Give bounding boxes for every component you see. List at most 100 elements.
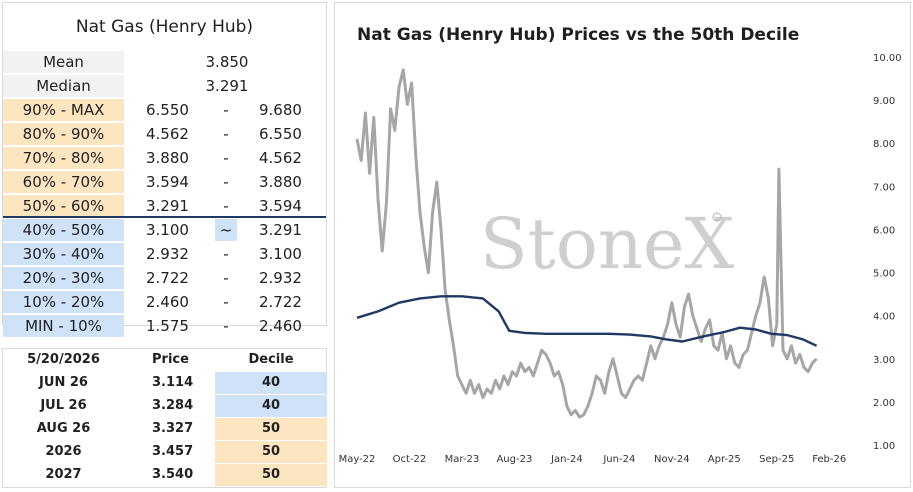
chart-title: Nat Gas (Henry Hub) Prices vs the 50th D… [357, 25, 800, 45]
contract-decile: 50 [215, 464, 327, 486]
x-tick-label: May-22 [339, 454, 376, 465]
decile-low-value: 3.880 [146, 149, 189, 167]
decile-row: 30% - 40% 2.932 - 3.100 [3, 243, 326, 265]
x-tick-label: Mar-23 [445, 454, 480, 465]
decile-high-value: 2.932 [259, 269, 302, 287]
decile-range-label: 20% - 30% [3, 267, 124, 289]
decile-low-value: 4.562 [146, 125, 189, 143]
y-tick-label: 7.00 [873, 182, 895, 193]
y-tick-label: 10.00 [873, 53, 902, 64]
contract-price: 3.114 [152, 375, 194, 390]
y-tick-label: 1.00 [873, 441, 895, 452]
median-value: 3.291 [205, 77, 249, 95]
mean-row: Mean 3.850 [3, 51, 326, 73]
x-tick-label: Feb-26 [812, 454, 846, 465]
decile-low-value: 3.291 [146, 197, 189, 215]
decile-range-label: 30% - 40% [3, 243, 124, 265]
y-tick-label: 2.00 [873, 398, 895, 409]
contract-row: JUL 26 3.284 40 [3, 395, 327, 417]
decile-low-value: 2.460 [146, 293, 189, 311]
contract-row: JUN 26 3.114 40 [3, 372, 327, 394]
decile-range-label: 40% - 50% [3, 219, 124, 241]
decile-range-label: 60% - 70% [3, 171, 124, 193]
decile-range-label: 70% - 80% [3, 147, 124, 169]
contract-name: 2027 [45, 467, 82, 482]
decile-separator: - [223, 173, 229, 191]
contract-name: 2026 [45, 444, 82, 459]
y-tick-label: 6.00 [873, 225, 895, 236]
decile-row: 70% - 80% 3.880 - 4.562 [3, 147, 326, 169]
x-tick-label: Jun-24 [602, 454, 635, 465]
contract-name: JUN 26 [39, 375, 88, 390]
price-series-line [355, 68, 818, 419]
x-tick-label: Apr-25 [708, 454, 741, 465]
decile-row: 10% - 20% 2.460 - 2.722 [3, 291, 326, 313]
median-divider [3, 216, 326, 218]
y-tick-label: 9.00 [873, 96, 895, 107]
contract-decile: 40 [215, 372, 327, 394]
decile-header: Decile [248, 352, 294, 367]
decile-range-label: 50% - 60% [3, 195, 124, 217]
price-chart: 1.00 2.00 3.00 4.00 5.00 6.00 7.00 8.00 9.00 10.0… [339, 53, 902, 465]
decile-row: 20% - 30% 2.722 - 2.932 [3, 267, 326, 289]
decile-low-value: 3.594 [146, 173, 189, 191]
contract-price: 3.284 [152, 398, 194, 413]
decile-separator: - [223, 197, 229, 215]
decile-row: 60% - 70% 3.594 - 3.880 [3, 171, 326, 193]
decile-low-value: 2.932 [146, 245, 189, 263]
decile-high-value: 2.722 [259, 293, 302, 311]
chart-panel: Nat Gas (Henry Hub) Prices vs the 50th D… [334, 2, 911, 488]
contract-price: 3.327 [152, 421, 194, 436]
decile-high-value: 4.562 [259, 149, 302, 167]
x-tick-label: Jan-24 [550, 454, 583, 465]
decile-low-value: 6.550 [146, 101, 189, 119]
decile-row: 90% - MAX 6.550 - 9.680 [3, 99, 326, 121]
decile-low-value: 1.575 [146, 317, 189, 335]
contract-decile: 40 [215, 395, 327, 417]
decile-row: 40% - 50% 3.100 ~3.291 [3, 219, 326, 241]
stonex-watermark: StoneX [480, 203, 735, 285]
decile-separator: - [223, 245, 229, 263]
decile-separator: - [223, 293, 229, 311]
decile-high-value: 3.880 [259, 173, 302, 191]
decile-separator: - [223, 125, 229, 143]
decile-separator: - [223, 317, 229, 335]
decile-range-label: 10% - 20% [3, 291, 124, 313]
contract-header-row: 5/20/2026 Price Decile [3, 349, 326, 371]
x-tick-label: Oct-22 [393, 454, 427, 465]
contract-table-panel: 5/20/2026 Price Decile JUN 26 3.114 40 JUL … [2, 348, 327, 488]
decile-row: 50% - 60% 3.291 - 3.594 [3, 195, 326, 217]
decile-range-label: 90% - MAX [3, 99, 124, 121]
contract-row: 2027 3.540 50 [3, 464, 327, 486]
decile-range-label: MIN - 10% [3, 315, 124, 337]
contract-row: 2026 3.457 50 [3, 441, 327, 463]
x-tick-label: Sep-25 [759, 454, 794, 465]
median-label: Median [3, 75, 124, 97]
decile-table-title: Nat Gas (Henry Hub) [75, 17, 254, 37]
decile-separator: - [223, 149, 229, 167]
registered-mark-icon [712, 212, 722, 222]
decile-table-panel: Nat Gas (Henry Hub) Mean 3.850 Median 3.… [2, 2, 327, 337]
decile-high-value: 6.550 [259, 125, 302, 143]
decile-high-value: 2.460 [259, 317, 302, 335]
contract-decile: 50 [215, 418, 327, 440]
decile-separator: - [223, 269, 229, 287]
decile-separator: ~ [215, 219, 237, 241]
contract-price: 3.540 [152, 467, 194, 482]
contract-row: AUG 26 3.327 50 [3, 418, 327, 440]
decile-high-value: 9.680 [259, 101, 302, 119]
decile-row: MIN - 10% 1.575 - 2.460 [3, 315, 326, 337]
x-tick-label: Aug-23 [496, 454, 532, 465]
contract-price: 3.457 [152, 444, 194, 459]
contract-name: AUG 26 [36, 421, 91, 436]
decile-separator: - [223, 101, 229, 119]
contract-decile: 50 [215, 441, 327, 463]
decile-high-value: 3.594 [259, 197, 302, 215]
y-tick-label: 8.00 [873, 139, 895, 150]
contract-date-header: 5/20/2026 [27, 352, 100, 367]
y-tick-label: 4.00 [873, 312, 895, 323]
decile-series-line [356, 295, 818, 347]
decile-row: 80% - 90% 4.562 - 6.550 [3, 123, 326, 145]
contract-name: JUL 26 [40, 398, 87, 413]
decile-high-value: 3.291 [259, 221, 302, 239]
